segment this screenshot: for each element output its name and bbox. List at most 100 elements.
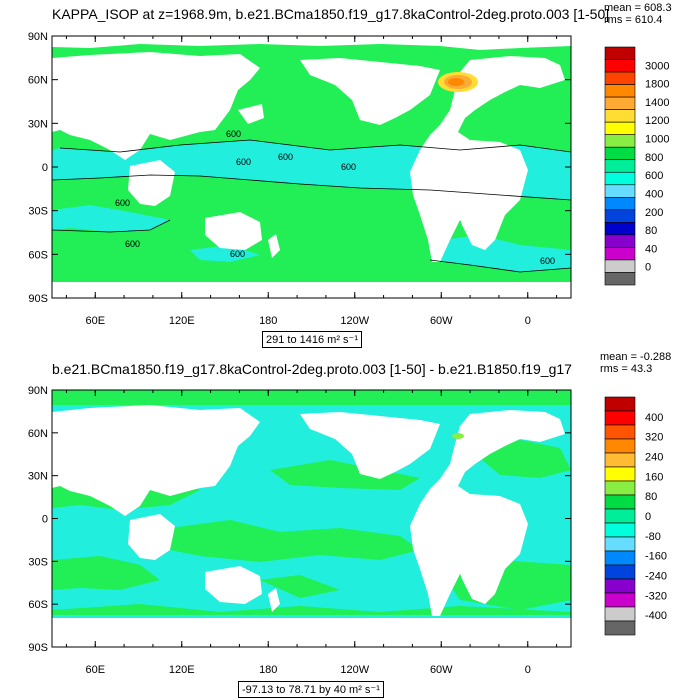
colorbar-swatch	[604, 396, 636, 412]
x-tick-label: 180	[259, 664, 277, 676]
x-tick-label: 60W	[430, 664, 453, 676]
contour-labels-top: 600 600 600 600 600 600 600 600	[115, 129, 555, 266]
axes-bottom: 90N 60N 30N 0 30S 60S 90S 60E 120E 180 120W 60W 0	[28, 385, 571, 676]
colorbar-swatch	[604, 71, 636, 85]
y-tick-label: 90N	[28, 385, 48, 397]
y-tick-label: 90N	[28, 31, 48, 43]
colorbar-swatch	[604, 46, 636, 60]
y-tick-label: 0	[42, 514, 48, 526]
colorbar-swatch	[604, 410, 636, 426]
colorbar-swatch	[604, 480, 636, 496]
colorbar-swatch	[604, 578, 636, 594]
x-tick-label: 120W	[340, 315, 369, 327]
y-tick-label: 90S	[28, 293, 48, 305]
x-tick-label: 0	[525, 664, 531, 676]
colorbar-swatch	[604, 494, 636, 510]
axes-top: 90N 60N 30N 0 30S 60S 90S 60E 120E 180 120W 60W 0	[28, 31, 571, 327]
x-tick-label: 180	[259, 315, 277, 327]
colorbar-label: 240	[645, 452, 663, 464]
colorbar-swatch	[604, 234, 636, 248]
colorbar-bottom: 400 320 240 160 80 0 -80 -160 -240 -320 -400	[604, 396, 667, 636]
colorbar-label: 40	[645, 243, 657, 255]
colorbar-label: -320	[645, 590, 667, 602]
colorbar-swatch	[604, 134, 636, 148]
colorbar-label: 400	[645, 188, 663, 200]
colorbar-swatch	[604, 84, 636, 98]
colorbar-label: 1000	[645, 134, 669, 146]
title-top: KAPPA_ISOP at z=1968.9m, b.e21.BCma1850.…	[52, 6, 610, 22]
contour-label: 600	[540, 256, 555, 266]
colorbar-label: 80	[645, 225, 657, 237]
colorbar-swatch	[604, 259, 636, 273]
y-tick-label: 60S	[28, 249, 48, 261]
colorbar-swatch	[604, 197, 636, 211]
x-tick-label: 0	[525, 315, 531, 327]
colorbar-swatch	[604, 564, 636, 580]
mean-bottom: mean = -0.288	[600, 351, 672, 363]
y-tick-label: 30S	[28, 206, 48, 218]
y-tick-label: 60N	[28, 428, 48, 440]
colorbar-swatch	[604, 121, 636, 135]
labrador-diff	[452, 433, 464, 439]
colorbar-swatch	[604, 159, 636, 173]
colorbar-swatch	[604, 536, 636, 552]
colorbar-swatch	[604, 522, 636, 538]
colorbar-swatch	[604, 109, 636, 123]
panel-bottom: 90N 60N 30N 0 30S 60S 90S 60E 120E 180 120W 60W 0 40…	[28, 385, 667, 676]
y-tick-label: 30N	[28, 118, 48, 130]
mean-top: mean = 608.3	[604, 2, 672, 14]
colorbar-label: 80	[645, 491, 657, 503]
colorbar-swatch	[604, 592, 636, 608]
colorbar-label: 160	[645, 471, 663, 483]
colorbar-swatch	[604, 96, 636, 110]
colorbar-label: 320	[645, 432, 663, 444]
colorbar-swatch	[604, 146, 636, 161]
x-tick-label: 60E	[85, 315, 105, 327]
title-bottom: b.e21.BCma1850.f19_g17.8kaControl-2deg.p…	[52, 361, 572, 377]
colorbar-swatch	[604, 222, 636, 236]
rms-bottom: rms = 43.3	[600, 363, 653, 375]
colorbar-label: -160	[645, 551, 667, 563]
colorbar-label: 200	[645, 207, 663, 219]
land-bottom	[52, 405, 571, 647]
colorbar-label: 1800	[645, 79, 669, 91]
colorbar-label: -80	[645, 531, 661, 543]
colorbar-swatch	[604, 171, 636, 186]
colorbar-swatch	[604, 59, 636, 73]
colorbar-swatch	[604, 272, 636, 286]
map-bottom	[52, 390, 571, 647]
colorbar-swatch	[604, 452, 636, 468]
colorbar-swatch	[604, 620, 636, 636]
colorbar-label: 1400	[645, 97, 669, 109]
colorbar-label: -240	[645, 571, 667, 583]
x-tick-label: 120E	[169, 664, 195, 676]
x-tick-label: 60W	[430, 315, 453, 327]
colorbar-label: 0	[645, 262, 651, 274]
contour-label: 600	[236, 157, 251, 167]
range-label-top: 291 to 1416 m² s⁻¹	[262, 331, 363, 348]
colorbar-swatch	[604, 184, 636, 198]
rms-top: rms = 610.4	[604, 14, 663, 26]
colorbar-label: -400	[645, 610, 667, 622]
x-tick-label: 120W	[340, 664, 369, 676]
y-tick-label: 60S	[28, 599, 48, 611]
colorbar-label: 800	[645, 152, 663, 164]
map-top	[52, 36, 571, 298]
colorbar-label: 1200	[645, 115, 669, 127]
y-tick-label: 30S	[28, 556, 48, 568]
x-tick-label: 60E	[85, 664, 105, 676]
colorbar-swatch	[604, 466, 636, 482]
colorbar-swatch	[604, 508, 636, 524]
contour-label: 600	[230, 249, 245, 259]
contours-top	[52, 139, 571, 273]
colorbar-swatch	[604, 424, 636, 440]
y-tick-label: 90S	[28, 642, 48, 654]
colorbar-label: 400	[645, 412, 663, 424]
colorbar-swatch	[604, 438, 636, 454]
contour-label: 600	[278, 152, 293, 162]
y-tick-label: 30N	[28, 471, 48, 483]
labrador-hotspot	[438, 72, 478, 92]
colorbar-label: 600	[645, 170, 663, 182]
